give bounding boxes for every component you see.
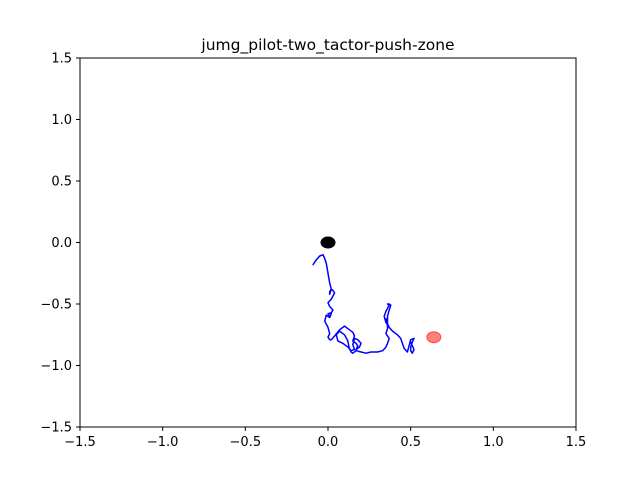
chart-title: jumg_pilot-two_tactor-push-zone bbox=[200, 36, 454, 55]
x-axis: −1.5 −1.0 −0.5 0.0 0.5 1.0 1.5 bbox=[64, 427, 586, 450]
y-tick-label: −1.5 bbox=[40, 421, 72, 436]
y-tick-label: −1.0 bbox=[40, 359, 72, 374]
marker-layer bbox=[320, 236, 442, 344]
x-tick-label: 0.0 bbox=[318, 435, 339, 450]
target-marker bbox=[426, 331, 442, 344]
x-tick-label: −0.5 bbox=[230, 435, 262, 450]
start-marker bbox=[320, 236, 336, 249]
y-tick-label: 1.0 bbox=[51, 113, 72, 128]
y-tick-label: 1.5 bbox=[51, 52, 72, 67]
trajectory-line bbox=[312, 254, 415, 354]
y-tick-label: −0.5 bbox=[40, 298, 72, 313]
y-axis: −1.5 −1.0 −0.5 0.0 0.5 1.0 1.5 bbox=[40, 52, 80, 436]
y-tick-label: 0.5 bbox=[51, 175, 72, 190]
x-tick-label: 0.5 bbox=[400, 435, 421, 450]
x-tick-label: −1.0 bbox=[147, 435, 179, 450]
x-tick-label: 1.0 bbox=[483, 435, 504, 450]
series-layer bbox=[312, 254, 415, 354]
x-tick-label: −1.5 bbox=[64, 435, 96, 450]
y-tick-label: 0.0 bbox=[51, 236, 72, 251]
x-tick-label: 1.5 bbox=[566, 435, 587, 450]
